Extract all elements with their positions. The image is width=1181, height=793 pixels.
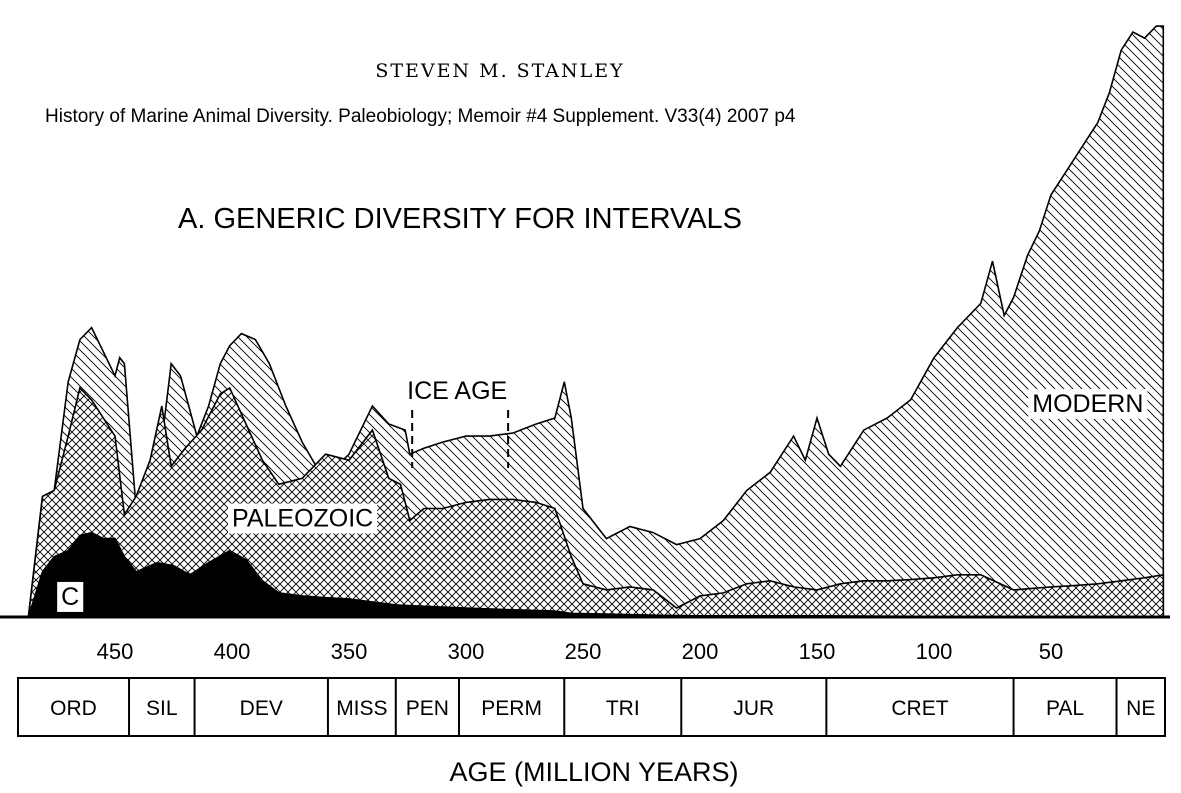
period-label-pal: PAL — [1046, 697, 1084, 720]
period-label-sil: SIL — [146, 697, 178, 720]
x-tick-label-350: 350 — [331, 639, 368, 664]
x-axis-ticks: 450 400 350 300 250 200 150 100 50 — [97, 639, 1064, 664]
series-paleozoic-area — [27, 386, 1165, 618]
period-bar: ORD SIL DEV MISS PEN PERM TRI JUR CRET PAL NE — [17, 677, 1166, 737]
x-tick-label-450: 450 — [97, 639, 134, 664]
series-layer: C PALEOZOIC MODERN — [27, 25, 1165, 618]
x-tick-label-300: 300 — [448, 639, 485, 664]
x-tick-label-150: 150 — [799, 639, 836, 664]
x-axis-label: AGE (MILLION YEARS) — [449, 757, 738, 787]
series-modern-label-bg — [1028, 388, 1148, 419]
period-label-ne: NE — [1126, 697, 1155, 720]
x-tick-label-200: 200 — [682, 639, 719, 664]
chart-title: A. GENERIC DIVERSITY FOR INTERVALS — [178, 203, 742, 235]
period-label-ord: ORD — [50, 697, 97, 720]
series-paleozoic-label: PALEOZOIC — [232, 505, 373, 533]
x-tick-label-400: 400 — [214, 639, 251, 664]
citation-text: History of Marine Animal Diversity. Pale… — [45, 106, 796, 127]
period-label-tri: TRI — [606, 697, 640, 720]
series-c-label-bg — [57, 581, 84, 612]
period-bar-frame — [17, 677, 1166, 737]
period-label-cret: CRET — [891, 697, 948, 720]
period-label-perm: PERM — [481, 697, 542, 720]
x-tick-label-50: 50 — [1039, 639, 1063, 664]
annotation-layer: ICE AGE — [407, 377, 510, 468]
ice-age-label: ICE AGE — [407, 377, 507, 405]
period-label-pen: PEN — [406, 697, 449, 720]
series-c-label: C — [61, 583, 79, 611]
x-tick-label-250: 250 — [565, 639, 602, 664]
series-modern-label: MODERN — [1032, 390, 1143, 418]
series-paleozoic-label-bg — [228, 503, 378, 534]
period-label-dev: DEV — [240, 697, 283, 720]
period-label-jur: JUR — [733, 697, 774, 720]
x-tick-label-100: 100 — [916, 639, 953, 664]
author-name: STEVEN M. STANLEY — [375, 60, 624, 82]
period-label-miss: MISS — [336, 697, 387, 720]
